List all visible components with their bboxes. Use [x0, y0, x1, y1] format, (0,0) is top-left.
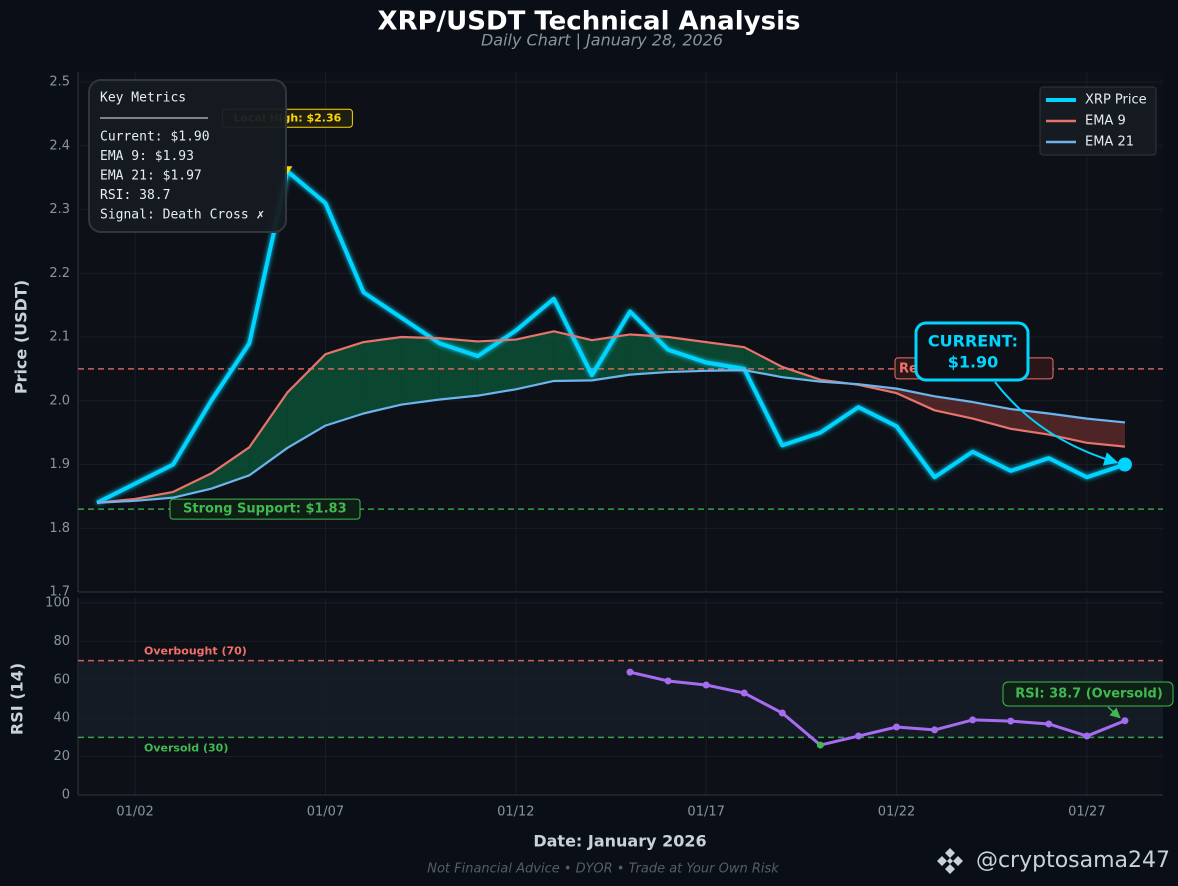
- y-tick-label: 2.2: [49, 266, 70, 281]
- y-tick-label: 2.3: [49, 202, 70, 217]
- indicator-line: [96, 330, 1126, 504]
- current-point: [1117, 457, 1132, 472]
- x-tick-label: 01/07: [307, 805, 344, 820]
- metrics-line: EMA 9: $1.93: [100, 149, 194, 164]
- rsi-point: [854, 732, 862, 740]
- ema-fill: [515, 331, 554, 390]
- metrics-line: Signal: Death Cross ✗: [100, 208, 264, 223]
- rsi-point: [740, 689, 748, 697]
- ema-fill: [744, 347, 783, 378]
- y-tick-label: 1.7: [49, 585, 70, 600]
- plot-layer: 1.7 1.8 1.9 2.0 2.1 2.2 2.3 2.4 2.5 0 20 40 60 80 100 0…: [45, 72, 1174, 820]
- ema-fill: [1010, 409, 1049, 435]
- y-tick-label: 100: [45, 596, 70, 611]
- ema-fill: [972, 402, 1011, 429]
- y-tick-label: 0: [62, 788, 70, 803]
- watermark: @cryptosama247: [976, 848, 1170, 873]
- x-axis-label: Date: January 2026: [533, 832, 706, 851]
- metrics-line: Current: $1.90: [100, 130, 210, 145]
- level-label: Overbought (70): [144, 645, 247, 658]
- ema-fill: [477, 339, 516, 396]
- y-tick-label: 60: [53, 672, 70, 687]
- ema-fill: [1086, 418, 1125, 447]
- y-tick-label: 2.0: [49, 393, 70, 408]
- label-box: [169, 498, 361, 520]
- rsi-point: [778, 709, 786, 717]
- y-axis-label: RSI (14): [8, 663, 27, 735]
- indicator-line: [96, 369, 1126, 504]
- y-tick-label: 1.9: [49, 457, 70, 472]
- legend: XRP Price EMA 9 EMA 21: [1039, 86, 1157, 156]
- y-axis-label: Price (USDT): [12, 280, 31, 394]
- x-tick-label: 01/22: [878, 805, 915, 820]
- x-tick-label: 01/27: [1068, 805, 1105, 820]
- metrics-title: Key Metrics: [100, 91, 186, 106]
- indicator-line: [629, 670, 1126, 747]
- support-label: Strong Support: $1.83: [183, 502, 347, 517]
- ema-fill: [287, 354, 326, 448]
- metrics-line: RSI: 38.7: [100, 188, 170, 203]
- rsi-point: [664, 677, 672, 685]
- legend-label: EMA 21: [1085, 135, 1134, 150]
- y-tick-label: 80: [53, 634, 70, 649]
- rsi-point: [1045, 720, 1053, 728]
- rsi-point: [816, 741, 824, 749]
- y-tick-label: 40: [53, 711, 70, 726]
- legend-box: [1039, 86, 1157, 156]
- chart-subtitle: Daily Chart | January 28, 2026: [481, 31, 723, 50]
- chart-title: XRP/USDT Technical Analysis: [378, 7, 801, 37]
- y-tick-label: 2.1: [49, 330, 70, 345]
- rsi-point: [893, 723, 901, 731]
- rsi-point: [1007, 717, 1015, 725]
- y-tick-label: 2.5: [49, 75, 70, 90]
- legend-label: XRP Price: [1085, 93, 1147, 108]
- rsi-arrow: [1107, 706, 1121, 719]
- legend-label: EMA 9: [1085, 114, 1126, 129]
- footer: Not Financial Advice • DYOR • Trade at Y…: [427, 862, 779, 877]
- rsi-label: RSI: 38.7 (Oversold): [1015, 687, 1163, 702]
- callout-box: [914, 321, 1030, 382]
- watermark-icon: [937, 848, 963, 874]
- callout-arrow: [994, 381, 1119, 466]
- y-tick-label: 2.4: [49, 138, 70, 153]
- metrics-line: EMA 21: $1.97: [100, 169, 202, 184]
- level-label: Oversold (30): [144, 741, 228, 754]
- y-tick-label: 20: [53, 749, 70, 764]
- rsi-neutral-band: [78, 660, 1163, 738]
- callout-text: CURRENT:: [928, 332, 1018, 351]
- ema-fill: [934, 396, 973, 419]
- x-tick-label: 01/12: [497, 805, 534, 820]
- rsi-point: [702, 681, 710, 689]
- callout-text: $1.90: [948, 353, 999, 372]
- rsi-point: [931, 726, 939, 734]
- x-tick-label: 01/17: [687, 805, 724, 820]
- rsi-point: [626, 668, 634, 676]
- ema-fill: [401, 337, 440, 405]
- ema-fill: [363, 337, 402, 414]
- rsi-point: [969, 716, 977, 724]
- rsi-point: [1083, 732, 1091, 740]
- x-tick-label: 01/02: [116, 805, 153, 820]
- y-tick-label: 1.8: [49, 521, 70, 536]
- price-line: [96, 169, 1126, 505]
- ema-fill: [325, 342, 364, 426]
- label-box: [1002, 681, 1174, 707]
- ema-fill: [630, 334, 669, 375]
- ema-fill: [173, 473, 212, 498]
- rsi-point: [1121, 717, 1129, 725]
